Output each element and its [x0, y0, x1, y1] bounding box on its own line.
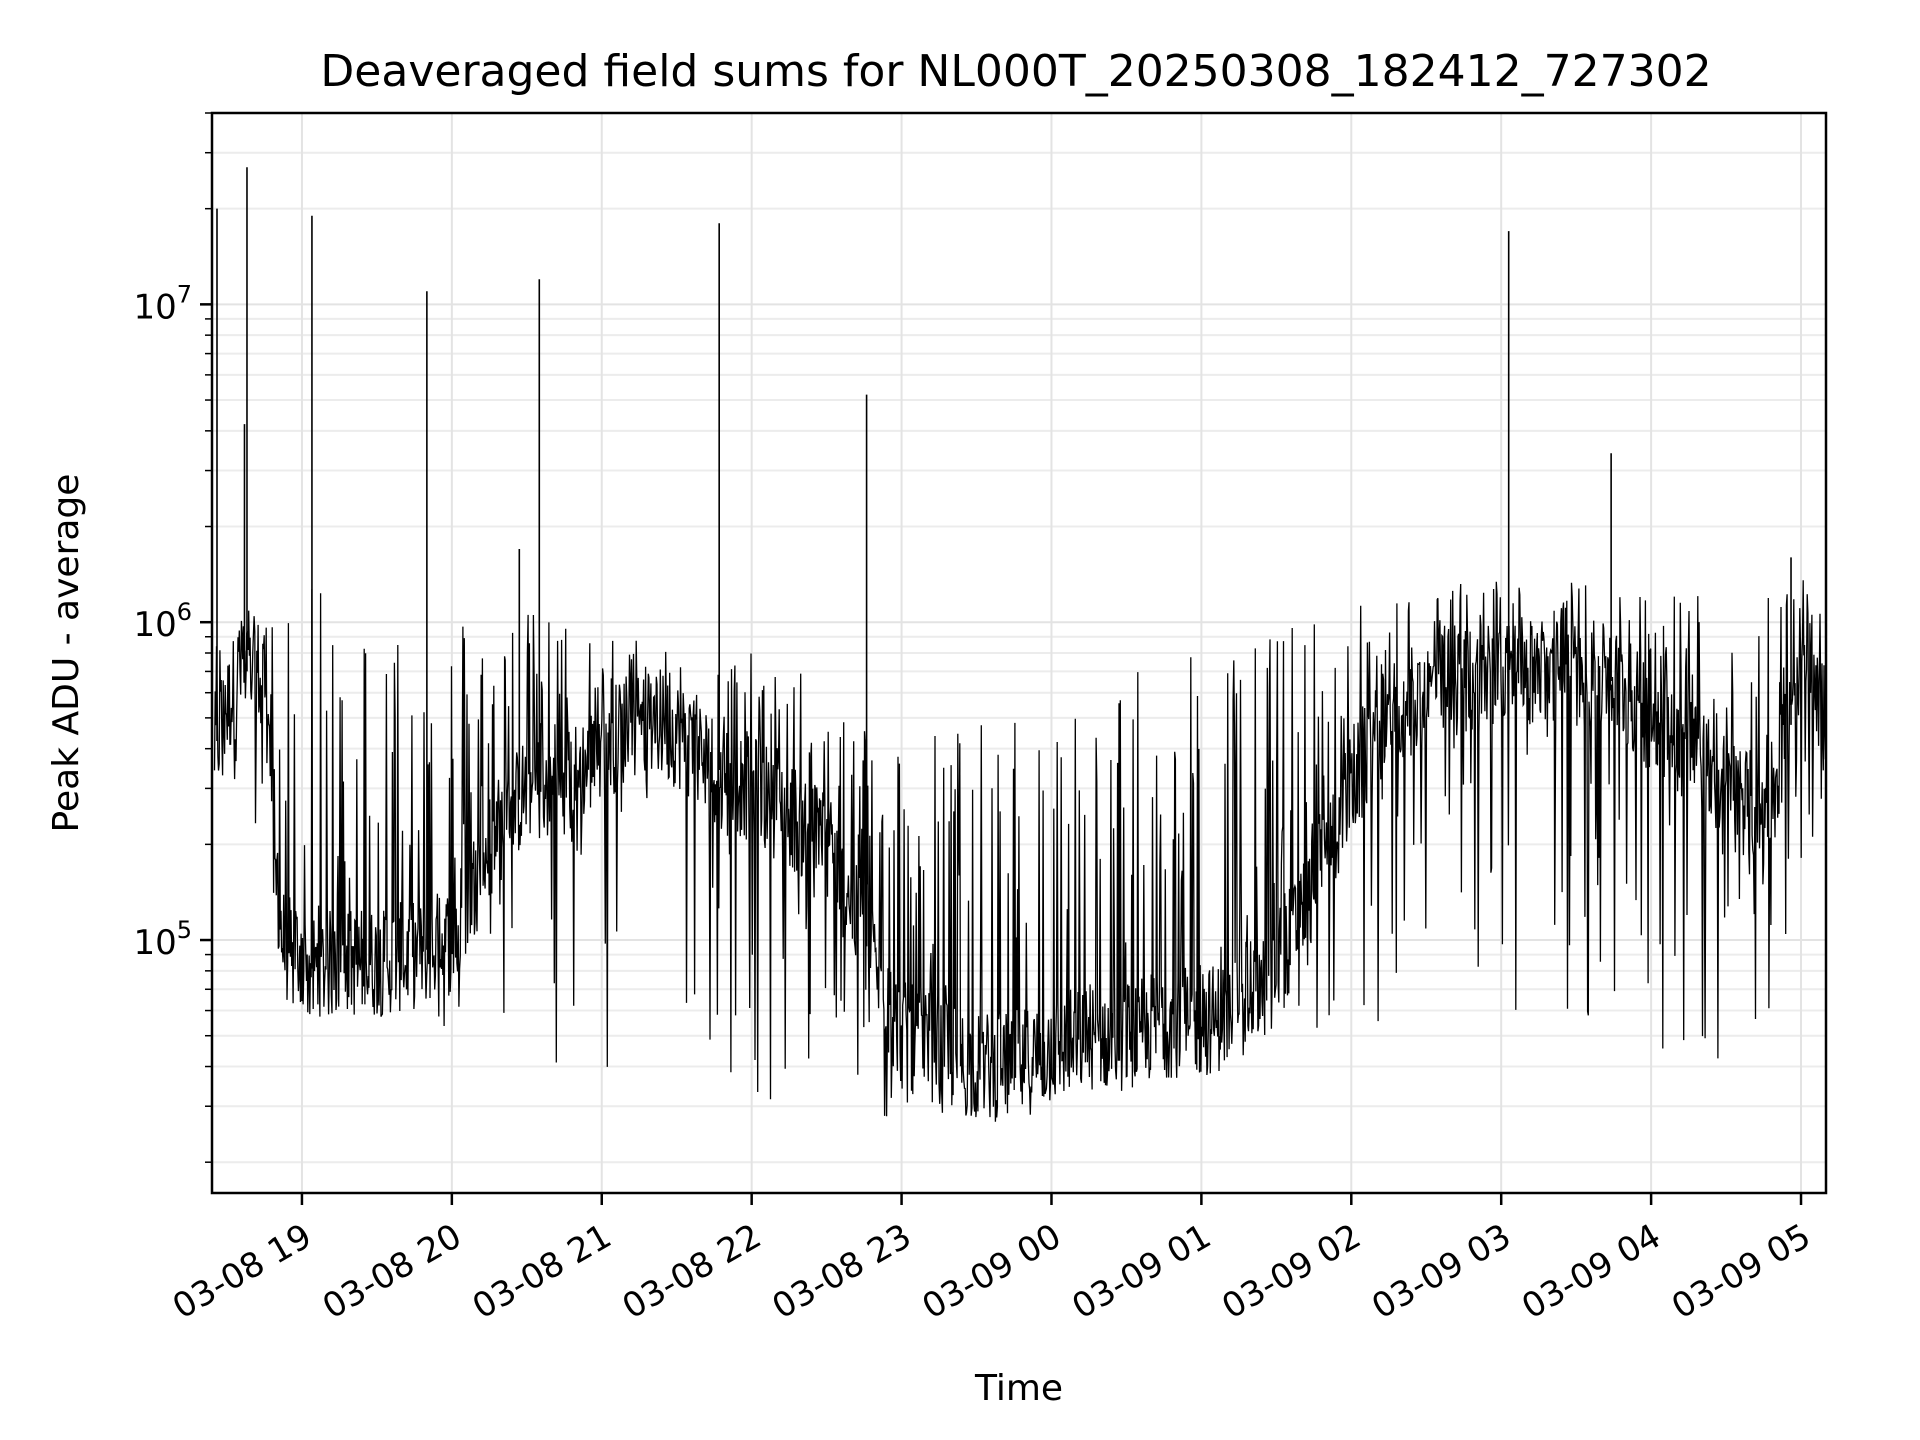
chart-title: Deaveraged field sums for NL000T_2025030… — [320, 46, 1711, 97]
series-layer — [213, 167, 1827, 1122]
y-axis-label: Peak ADU - average — [46, 474, 87, 833]
y-tick-label: 105 — [133, 916, 192, 963]
y-tick-label: 107 — [133, 280, 192, 327]
series-line — [213, 580, 1827, 1122]
y-tick-label: 106 — [133, 598, 192, 645]
x-axis-label: Time — [974, 1368, 1063, 1409]
